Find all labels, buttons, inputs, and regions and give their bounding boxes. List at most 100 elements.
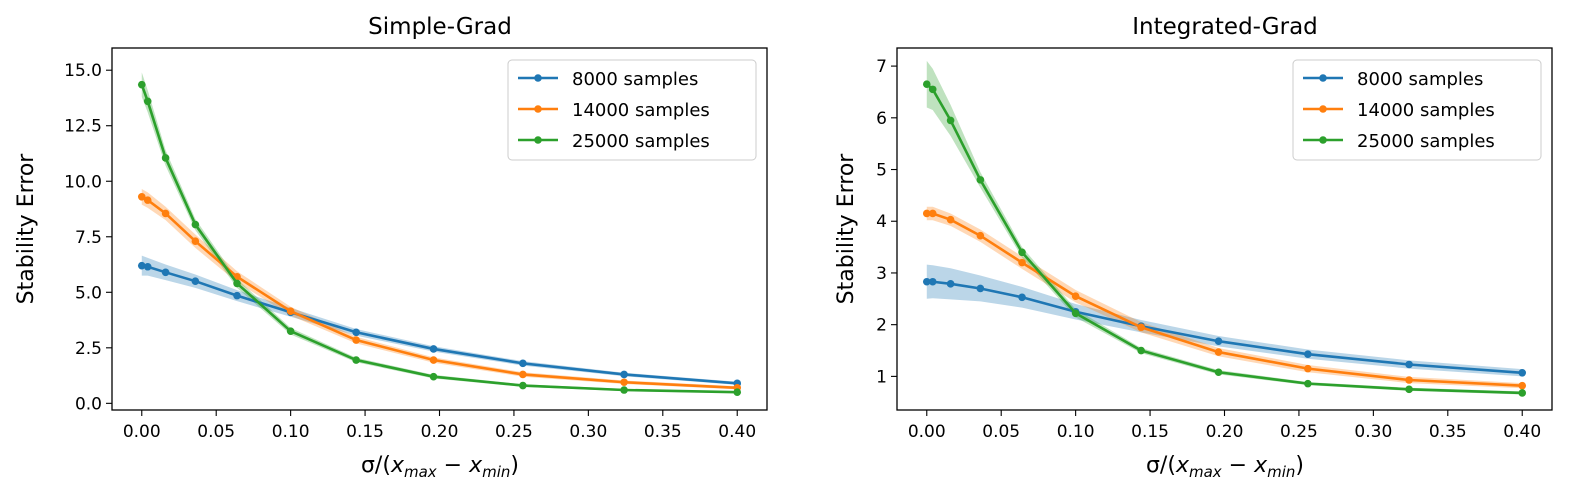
data-point xyxy=(922,277,931,286)
legend-marker xyxy=(1319,105,1327,113)
data-point xyxy=(1405,376,1413,384)
legend-label: 25000 samples xyxy=(572,131,710,152)
x-label-part: ) xyxy=(510,453,519,478)
data-point xyxy=(1137,346,1145,355)
data-point xyxy=(922,80,931,88)
data-point xyxy=(1518,368,1527,377)
chart-integrated-grad: Integrated-Grad Stability Error σ/(xmax … xyxy=(834,14,1553,481)
y-axis-label: Stability Error xyxy=(834,153,859,305)
data-point xyxy=(620,386,628,394)
y-tick-label: 4 xyxy=(876,212,887,232)
chart-title: Simple-Grad xyxy=(368,14,512,40)
data-point xyxy=(191,277,200,285)
legend-label: 8000 samples xyxy=(1357,69,1483,90)
x-label-part: − xyxy=(437,453,469,478)
data-point xyxy=(137,80,146,89)
legend-label: 14000 samples xyxy=(572,100,710,121)
x-tick-label: 0.25 xyxy=(495,422,533,442)
legend-box xyxy=(507,59,757,161)
y-tick-label: 7.5 xyxy=(75,228,102,248)
data-point xyxy=(143,97,152,106)
x-tick-label: 0.00 xyxy=(123,422,161,442)
data-point xyxy=(620,378,628,387)
x-tick-label: 0.40 xyxy=(1503,422,1541,442)
data-point xyxy=(1405,360,1413,369)
data-point xyxy=(519,370,527,379)
data-point xyxy=(1214,348,1223,356)
data-point xyxy=(976,231,985,240)
x-tick-label: 0.20 xyxy=(1206,422,1244,442)
data-point xyxy=(928,85,937,94)
legend-label: 14000 samples xyxy=(1357,100,1495,121)
data-point xyxy=(620,370,628,379)
y-tick-label: 5.0 xyxy=(75,283,102,303)
y-tick-label: 15.0 xyxy=(64,61,102,81)
series-line-0 xyxy=(926,280,1523,375)
x-axis-label: σ/(xmax − xmin) xyxy=(1146,453,1304,481)
data-point xyxy=(519,359,527,368)
data-point xyxy=(161,209,170,218)
legend-marker xyxy=(1319,74,1327,82)
x-tick-label: 0.00 xyxy=(908,422,946,442)
series-line-0 xyxy=(141,264,738,385)
x-tick-label: 0.15 xyxy=(1131,422,1169,442)
data-point xyxy=(191,220,200,229)
x-label-part: − xyxy=(1222,453,1254,478)
data-point xyxy=(429,356,438,364)
x-tick-label: 0.35 xyxy=(644,422,682,442)
data-point xyxy=(1304,379,1312,388)
y-tick-label: 2 xyxy=(876,316,887,336)
data-point xyxy=(733,388,742,397)
data-point xyxy=(286,327,295,335)
data-point xyxy=(976,176,985,184)
data-point xyxy=(928,277,937,286)
data-point xyxy=(137,192,146,201)
x-tick-label: 0.15 xyxy=(346,422,384,442)
x-tick-label: 0.40 xyxy=(718,422,756,442)
data-point xyxy=(946,215,955,224)
y-tick-label: 2.5 xyxy=(75,339,102,359)
confidence-band-series-1 xyxy=(141,189,738,390)
data-point xyxy=(1214,368,1223,377)
x-label-part: σ/( xyxy=(361,453,391,478)
data-point xyxy=(1071,292,1080,301)
data-point xyxy=(429,372,438,381)
data-point xyxy=(1018,293,1026,302)
data-point xyxy=(286,307,295,315)
data-point xyxy=(233,291,241,300)
data-point xyxy=(946,280,955,288)
y-tick-label: 3 xyxy=(876,264,887,284)
plot-area: 0.00 0.05 0.10 0.15 0.20 0.25 0.30 0.35 0.40 0.0 2… xyxy=(64,47,768,442)
legend-marker xyxy=(534,74,542,82)
x-label-part: max xyxy=(404,463,437,481)
data-point xyxy=(1071,309,1080,318)
y-tick-label: 1 xyxy=(876,367,887,387)
x-label-part: min xyxy=(482,463,510,481)
x-label-part: min xyxy=(1267,463,1295,481)
data-point xyxy=(976,284,985,293)
y-tick-label: 7 xyxy=(876,57,887,77)
y-axis-label: Stability Error xyxy=(14,153,39,305)
x-label-part: x xyxy=(390,453,405,478)
x-tick-label: 0.10 xyxy=(1057,422,1095,442)
data-point xyxy=(143,196,152,204)
data-point xyxy=(429,345,438,353)
x-label-part: x xyxy=(1175,453,1190,478)
chart-title: Integrated-Grad xyxy=(1132,14,1318,40)
confidence-band-series-0 xyxy=(926,264,1523,377)
y-tick-label: 10.0 xyxy=(64,172,102,192)
x-label-part: x xyxy=(1253,453,1268,478)
legend-marker xyxy=(534,105,542,113)
data-point xyxy=(922,209,931,218)
legend-label: 8000 samples xyxy=(572,69,698,90)
x-tick-label: 0.30 xyxy=(1354,422,1392,442)
x-tick-label: 0.05 xyxy=(197,422,235,442)
data-point xyxy=(1405,385,1413,394)
x-tick-label: 0.05 xyxy=(982,422,1020,442)
data-point xyxy=(137,261,146,270)
data-point xyxy=(161,268,170,277)
data-point xyxy=(1518,389,1527,397)
legend: 8000 samples 14000 samples 25000 samples xyxy=(1292,59,1542,161)
x-tick-label: 0.20 xyxy=(421,422,459,442)
